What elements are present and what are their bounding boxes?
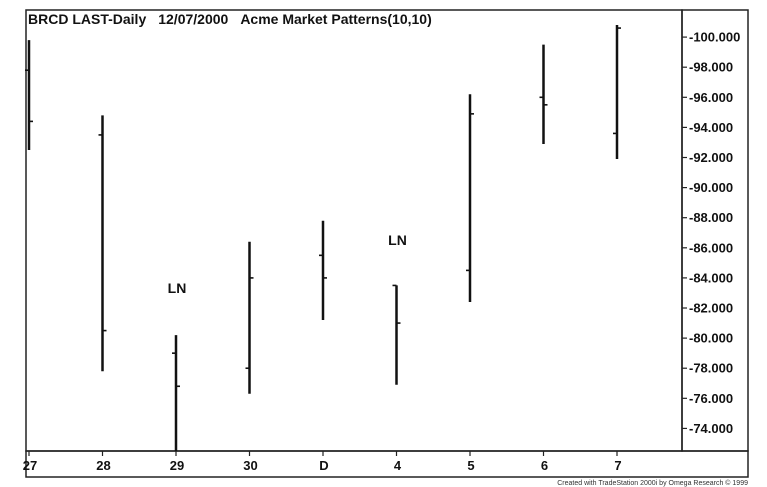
y-axis: -74.000 -76.000 -78.000 -80.000 -82.000 -84.0… (682, 30, 740, 436)
x-tick-label: 28 (96, 458, 110, 473)
y-tick-label: -74.000 (689, 421, 733, 436)
y-tick-label: -82.000 (689, 301, 733, 316)
y-tick-label: -84.000 (689, 270, 733, 285)
plot-frame (25, 9, 683, 452)
y-tick-label: -96.000 (689, 90, 733, 105)
y-tick-label: -76.000 (689, 391, 733, 406)
x-tick-label: D (319, 458, 328, 473)
x-tick-label: 30 (243, 458, 257, 473)
chart-title: BRCD LAST-Daily 12/07/2000 Acme Market Pat… (28, 11, 432, 27)
price-scale-frame (681, 9, 749, 452)
x-tick-label: 4 (394, 458, 402, 473)
ohlc-bar (319, 220, 327, 321)
x-tick-label: 29 (170, 458, 184, 473)
ohlc-bar (539, 44, 548, 144)
ohlc-bar (245, 241, 254, 394)
y-tick-label: -90.000 (689, 180, 733, 195)
ohlc-bar (25, 40, 33, 150)
x-tick-label: 6 (541, 458, 548, 473)
y-tick-label: -98.000 (689, 60, 733, 75)
y-tick-label: -92.000 (689, 150, 733, 165)
x-tick-label: 27 (23, 458, 37, 473)
y-tick-label: -100.000 (689, 30, 740, 45)
price-bars (25, 25, 621, 451)
x-axis: 27 28 29 30 D 4 5 6 7 (23, 451, 622, 473)
ohlc-bar (613, 25, 621, 160)
annotations: LN LN (168, 232, 407, 296)
pattern-label: LN (168, 280, 187, 296)
x-tick-label: 5 (467, 458, 474, 473)
ohlc-bar (172, 335, 180, 451)
footer-credit: Created with TradeStation 2000i by Omega… (557, 479, 748, 487)
y-tick-label: -94.000 (689, 120, 733, 135)
date-axis-frame (25, 450, 749, 478)
pattern-label: LN (388, 232, 407, 248)
y-tick-label: -80.000 (689, 331, 733, 346)
ohlc-bar (466, 94, 474, 302)
y-tick-label: -86.000 (689, 240, 733, 255)
y-tick-label: -88.000 (689, 210, 733, 225)
ohlc-bar (392, 284, 401, 385)
x-tick-label: 7 (614, 458, 621, 473)
ohlc-bar (98, 115, 107, 372)
y-tick-label: -78.000 (689, 361, 733, 376)
